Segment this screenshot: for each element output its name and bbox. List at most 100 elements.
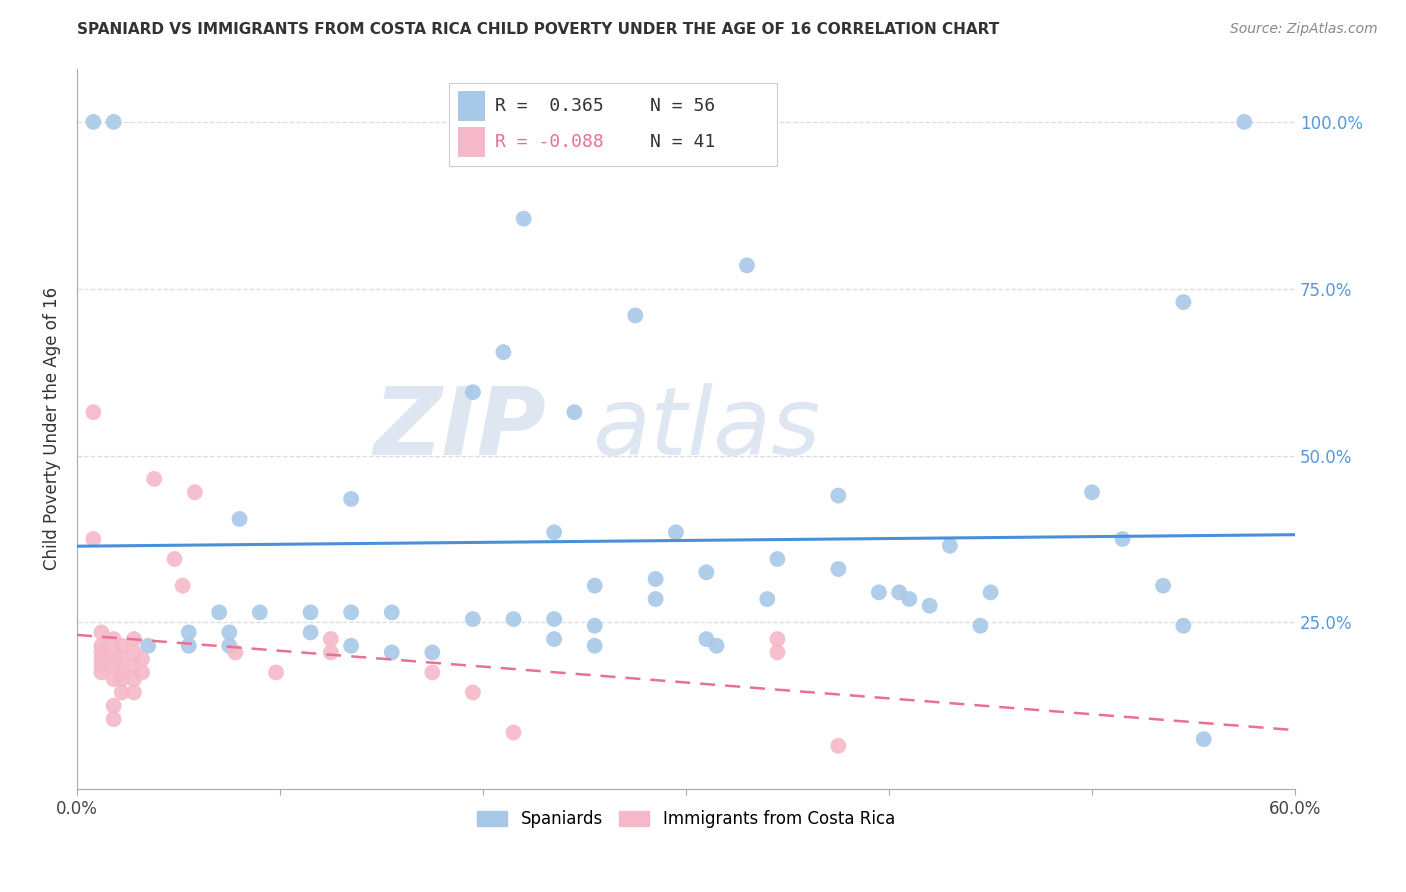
- Point: [766, 552, 789, 566]
- Point: [461, 685, 484, 699]
- Point: [583, 618, 606, 632]
- Point: [172, 579, 194, 593]
- Point: [695, 566, 717, 580]
- Point: [90, 652, 112, 666]
- Text: SPANIARD VS IMMIGRANTS FROM COSTA RICA CHILD POVERTY UNDER THE AGE OF 16 CORRELA: SPANIARD VS IMMIGRANTS FROM COSTA RICA C…: [77, 22, 1000, 37]
- Point: [492, 345, 515, 359]
- Point: [208, 606, 231, 620]
- Point: [918, 599, 941, 613]
- Point: [103, 632, 125, 646]
- Point: [319, 632, 342, 646]
- Point: [299, 625, 322, 640]
- Point: [756, 592, 779, 607]
- Point: [583, 639, 606, 653]
- Y-axis label: Child Poverty Under the Age of 16: Child Poverty Under the Age of 16: [44, 287, 60, 570]
- FancyBboxPatch shape: [449, 83, 778, 166]
- Point: [177, 639, 200, 653]
- Point: [122, 632, 145, 646]
- Point: [103, 115, 125, 129]
- Point: [543, 632, 565, 646]
- Point: [319, 645, 342, 659]
- Text: ZIP: ZIP: [373, 383, 546, 475]
- Point: [122, 672, 145, 686]
- Point: [136, 639, 159, 653]
- Point: [82, 532, 104, 546]
- Point: [122, 645, 145, 659]
- Point: [103, 658, 125, 673]
- Point: [264, 665, 287, 680]
- Point: [218, 625, 240, 640]
- Point: [564, 405, 586, 419]
- Point: [420, 665, 443, 680]
- Point: [82, 115, 104, 129]
- Point: [103, 672, 125, 686]
- Point: [980, 585, 1002, 599]
- Point: [1081, 485, 1104, 500]
- Point: [827, 489, 849, 503]
- Point: [889, 585, 911, 599]
- Point: [111, 652, 134, 666]
- Point: [624, 309, 647, 323]
- Point: [111, 672, 134, 686]
- Point: [90, 665, 112, 680]
- Point: [143, 472, 166, 486]
- Point: [583, 579, 606, 593]
- Text: Source: ZipAtlas.com: Source: ZipAtlas.com: [1230, 22, 1378, 37]
- Point: [543, 525, 565, 540]
- Point: [1173, 618, 1195, 632]
- Point: [502, 725, 524, 739]
- Point: [644, 572, 666, 586]
- Point: [735, 259, 758, 273]
- FancyBboxPatch shape: [458, 91, 485, 121]
- Point: [122, 685, 145, 699]
- Point: [766, 632, 789, 646]
- Point: [827, 739, 849, 753]
- Text: R =  0.365: R = 0.365: [495, 97, 603, 115]
- Text: R = -0.088: R = -0.088: [495, 133, 603, 151]
- Point: [218, 639, 240, 653]
- Point: [1192, 732, 1215, 747]
- Point: [228, 512, 250, 526]
- Point: [90, 625, 112, 640]
- Point: [90, 658, 112, 673]
- Point: [111, 639, 134, 653]
- Point: [340, 606, 363, 620]
- Legend: Spaniards, Immigrants from Costa Rica: Spaniards, Immigrants from Costa Rica: [471, 804, 901, 835]
- Point: [665, 525, 688, 540]
- Point: [706, 639, 728, 653]
- Point: [512, 211, 534, 226]
- Point: [299, 606, 322, 620]
- Point: [381, 606, 404, 620]
- Point: [1111, 532, 1133, 546]
- Point: [420, 645, 443, 659]
- Point: [131, 652, 153, 666]
- FancyBboxPatch shape: [458, 127, 485, 157]
- Point: [381, 645, 404, 659]
- Point: [766, 645, 789, 659]
- Point: [969, 618, 991, 632]
- Point: [103, 652, 125, 666]
- Point: [543, 612, 565, 626]
- Point: [163, 552, 186, 566]
- Point: [461, 612, 484, 626]
- Point: [122, 658, 145, 673]
- Point: [695, 632, 717, 646]
- Point: [249, 606, 271, 620]
- Point: [644, 592, 666, 607]
- Point: [103, 712, 125, 726]
- Point: [131, 665, 153, 680]
- Point: [461, 385, 484, 400]
- Point: [90, 639, 112, 653]
- Point: [502, 612, 524, 626]
- Point: [224, 645, 246, 659]
- Point: [111, 665, 134, 680]
- Point: [177, 625, 200, 640]
- Text: N = 41: N = 41: [650, 133, 714, 151]
- Point: [898, 592, 921, 607]
- Point: [82, 405, 104, 419]
- Point: [340, 491, 363, 506]
- Point: [939, 539, 962, 553]
- Point: [103, 698, 125, 713]
- Point: [111, 685, 134, 699]
- Text: atlas: atlas: [592, 384, 820, 475]
